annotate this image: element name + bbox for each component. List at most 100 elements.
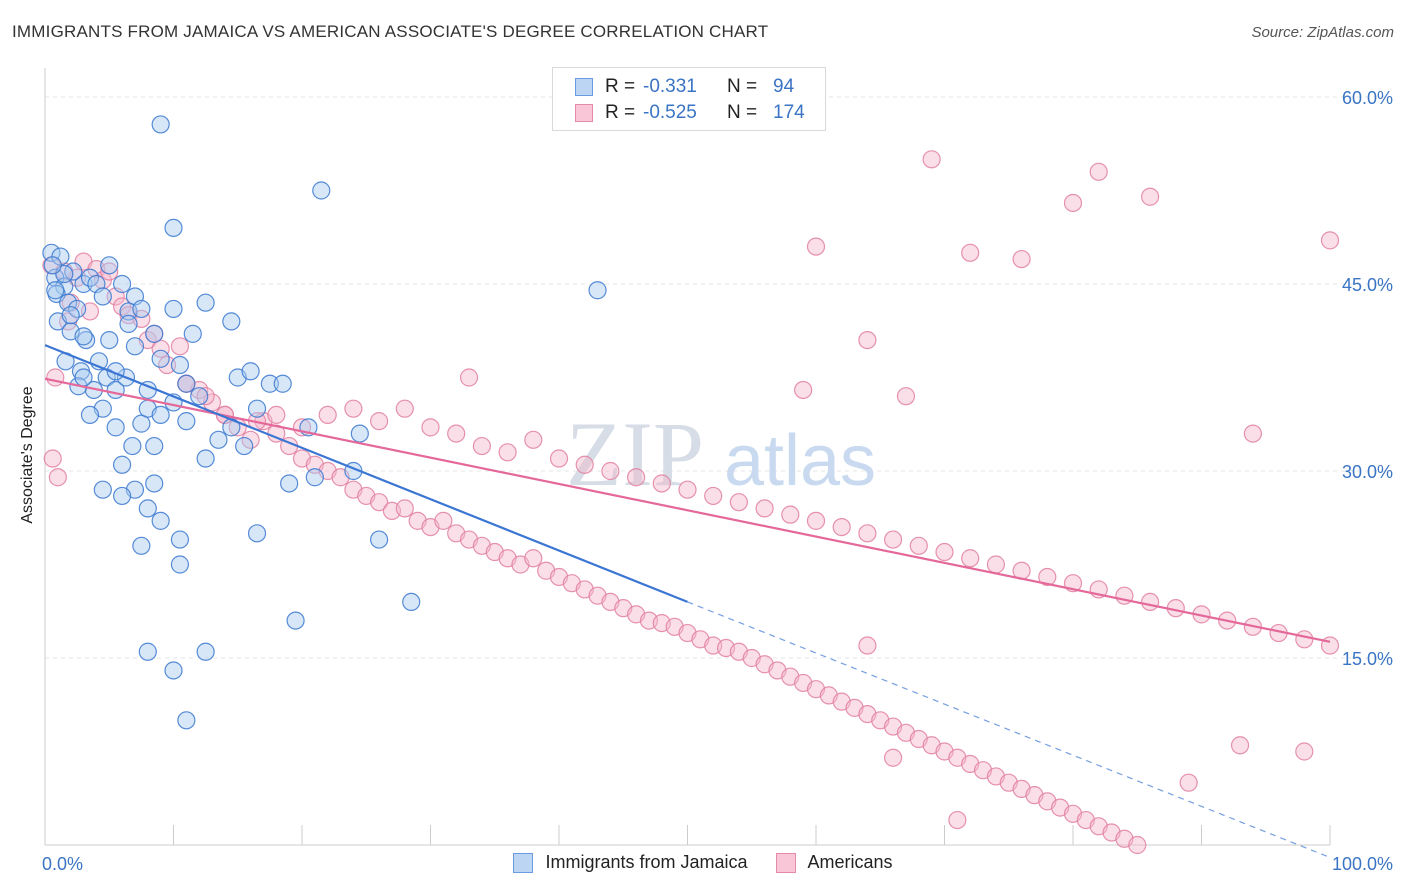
grid-lines bbox=[45, 96, 1390, 659]
americans-point bbox=[961, 243, 980, 262]
legend-r-label: R = bbox=[605, 102, 636, 123]
legend-r-value: -0.331 bbox=[643, 76, 697, 97]
americans-point bbox=[370, 493, 389, 512]
americans-point bbox=[434, 511, 453, 530]
jamaica-point bbox=[100, 331, 119, 350]
y-axis-label: Associate's Degree bbox=[19, 386, 36, 524]
jamaica-point bbox=[80, 405, 100, 424]
americans-point bbox=[652, 474, 671, 493]
jamaica-point bbox=[222, 312, 241, 331]
legend-swatch-pink bbox=[775, 852, 796, 873]
americans-point bbox=[267, 405, 286, 424]
americans-point bbox=[170, 337, 190, 356]
americans-point bbox=[729, 493, 749, 512]
trend-lines bbox=[44, 344, 1331, 859]
watermark-zip: ZIP bbox=[566, 403, 704, 505]
series-legend-label: Americans bbox=[807, 852, 893, 872]
legend-n-value: 174 bbox=[773, 102, 805, 123]
series-legend-americans[interactable]: Americans bbox=[775, 852, 893, 873]
americans-point bbox=[794, 380, 813, 400]
jamaica-point bbox=[164, 299, 183, 319]
americans-point bbox=[370, 412, 389, 431]
series-legend-label: Immigrants from Jamaica bbox=[545, 852, 748, 872]
americans-point bbox=[472, 436, 491, 456]
jamaica-point bbox=[132, 414, 151, 433]
americans-point bbox=[459, 368, 479, 387]
jamaica-point bbox=[125, 337, 145, 356]
jamaica-point bbox=[123, 436, 142, 456]
source-note: Source: ZipAtlas.com bbox=[1251, 24, 1394, 41]
jamaica-point bbox=[170, 555, 190, 574]
americans-point bbox=[48, 468, 67, 487]
americans-point bbox=[1063, 193, 1083, 213]
americans-point bbox=[395, 499, 414, 518]
americans-point bbox=[1140, 592, 1160, 612]
jamaica-point bbox=[61, 306, 80, 325]
jamaica-trend-extension bbox=[687, 601, 1331, 859]
jamaica-point bbox=[151, 349, 170, 368]
americans-point bbox=[883, 530, 903, 549]
jamaica-point bbox=[145, 324, 164, 343]
jamaica-point bbox=[247, 399, 267, 418]
tick-labels: 15.0% 30.0% 45.0% 60.0% 0.0% 100.0% bbox=[42, 88, 1393, 874]
americans-point bbox=[704, 486, 723, 506]
jamaica-point bbox=[247, 524, 267, 543]
americans-point bbox=[601, 461, 620, 481]
x-tick-label: 0.0% bbox=[42, 854, 83, 874]
stats-legend-row-jamaica: R = -0.331 N = 94 bbox=[575, 75, 794, 99]
y-tick-label: 30.0% bbox=[1342, 462, 1393, 482]
americans-point bbox=[806, 511, 826, 530]
americans-point bbox=[421, 418, 440, 437]
americans-point bbox=[948, 810, 967, 830]
americans-point bbox=[832, 517, 851, 537]
americans-point bbox=[883, 748, 903, 767]
jamaica-point bbox=[43, 256, 62, 275]
jamaica-trend-line bbox=[44, 344, 688, 603]
americans-point bbox=[922, 150, 941, 169]
jamaica-point bbox=[370, 530, 389, 549]
americans-point bbox=[626, 468, 646, 487]
jamaica-point bbox=[112, 274, 132, 294]
jamaica-point bbox=[286, 611, 305, 630]
jamaica-point bbox=[74, 368, 93, 387]
americans-point bbox=[858, 524, 877, 543]
jamaica-point bbox=[241, 362, 260, 381]
americans-point bbox=[1140, 187, 1160, 206]
americans-points bbox=[42, 106, 1340, 855]
americans-point bbox=[858, 331, 877, 350]
watermark: ZIP atlas bbox=[566, 403, 876, 505]
jamaica-point bbox=[177, 711, 196, 730]
series-legend: Immigrants from Jamaica Americans bbox=[0, 852, 1406, 873]
jamaica-point bbox=[190, 387, 209, 406]
americans-point bbox=[858, 636, 877, 655]
jamaica-point bbox=[170, 355, 190, 375]
americans-point bbox=[395, 399, 414, 418]
series-legend-jamaica[interactable]: Immigrants from Jamaica bbox=[513, 852, 748, 873]
jamaica-point bbox=[119, 314, 138, 333]
jamaica-point bbox=[305, 468, 324, 487]
y-tick-label: 15.0% bbox=[1342, 649, 1393, 669]
americans-point bbox=[100, 262, 119, 281]
legend-n-label: N = bbox=[727, 76, 758, 97]
legend-n-label: N = bbox=[727, 102, 758, 123]
jamaica-point bbox=[183, 324, 202, 343]
americans-point bbox=[896, 387, 916, 406]
americans-point bbox=[1295, 742, 1314, 761]
jamaica-point bbox=[209, 430, 228, 449]
legend-n-value: 94 bbox=[773, 76, 795, 97]
jamaica-point bbox=[273, 374, 292, 393]
x-tick-label: 100.0% bbox=[1332, 854, 1393, 874]
americans-point bbox=[524, 430, 543, 449]
jamaica-point bbox=[235, 436, 254, 456]
americans-point bbox=[1230, 736, 1250, 755]
americans-point bbox=[1128, 835, 1147, 855]
americans-point bbox=[447, 424, 466, 443]
jamaica-point bbox=[93, 287, 112, 306]
jamaica-point bbox=[350, 424, 369, 443]
chart-title: IMMIGRANTS FROM JAMAICA VS AMERICAN ASSO… bbox=[12, 22, 769, 41]
americans-point bbox=[1295, 630, 1314, 649]
stats-legend-row-americans: R = -0.525 N = 174 bbox=[575, 101, 805, 125]
y-tick-label: 45.0% bbox=[1342, 275, 1393, 295]
jamaica-point bbox=[151, 115, 170, 134]
jamaica-point bbox=[74, 327, 93, 346]
